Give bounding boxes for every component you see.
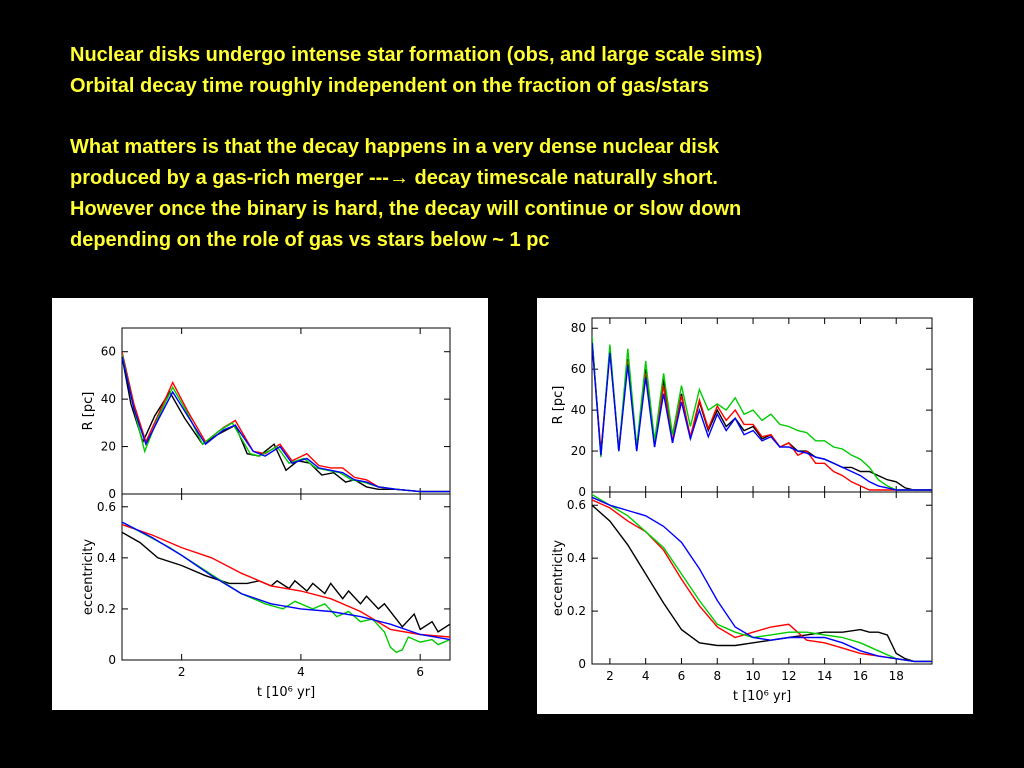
- y-tick-label: 80: [571, 321, 586, 335]
- conclusion-text: What matters is that the decay happens i…: [70, 132, 741, 256]
- y-tick-label: 0.6: [97, 500, 116, 514]
- x-tick-label: 8: [713, 669, 721, 683]
- y-tick-label: 0: [578, 485, 586, 499]
- y-tick-label: 0.4: [97, 551, 116, 565]
- x-tick-label: 18: [889, 669, 904, 683]
- x-tick-label: 2: [178, 665, 186, 679]
- y-axis-label: eccentricity: [81, 539, 96, 615]
- y-tick-label: 0.2: [567, 604, 586, 618]
- y-axis-label: R [pc]: [81, 392, 96, 431]
- x-tick-label: 4: [642, 669, 650, 683]
- x-tick-label: 2: [606, 669, 614, 683]
- plot-right-svg: 0 20 40 60 80 R [pc] 0 0.2 0.4 0.6 2 4 6 8 10 12 14 16 18 t…: [551, 317, 933, 704]
- plot-panel-1: 0 0.2 0.4 0.6 2 4 6 8 10 12 14 16 18 t [10⁶ yr] eccent…: [551, 491, 933, 704]
- x-axis-label: t [10⁶ yr]: [257, 685, 315, 700]
- series-line-3: [592, 342, 932, 491]
- figure-left: 0 20 40 60 R [pc] 0 0.2 0.4 0.6 2 4 6 t [10⁶ yr] ecce…: [52, 298, 488, 710]
- x-tick-label: 14: [817, 669, 832, 683]
- plot-left-svg: 0 20 40 60 R [pc] 0 0.2 0.4 0.6 2 4 6 t [10⁶ yr] ecce…: [81, 327, 451, 700]
- series-line-0: [592, 338, 932, 491]
- plot-panel-1: 0 0.2 0.4 0.6 2 4 6 t [10⁶ yr] eccentricity: [81, 493, 451, 700]
- y-tick-label: 20: [101, 440, 116, 454]
- y-axis-label: R [pc]: [551, 386, 566, 425]
- plot-frame: [591, 491, 933, 665]
- series-line-1: [122, 351, 450, 493]
- y-tick-label: 40: [571, 403, 586, 417]
- series-line-3: [122, 521, 450, 641]
- series-line-1: [122, 523, 450, 638]
- y-tick-label: 20: [571, 444, 586, 458]
- x-axis-label: t [10⁶ yr]: [733, 689, 791, 704]
- x-tick-label: 6: [416, 665, 424, 679]
- y-tick-label: 0: [108, 487, 116, 501]
- y-tick-label: 0.4: [567, 551, 586, 565]
- text-line: produced by a gas-rich merger ---→ decay…: [70, 167, 718, 189]
- plot-panel-0: 0 20 40 60 R [pc]: [81, 327, 451, 501]
- text-line: What matters is that the decay happens i…: [70, 136, 720, 158]
- y-axis-label: eccentricity: [551, 540, 566, 616]
- series-line-1: [592, 499, 932, 663]
- x-tick-label: 6: [678, 669, 686, 683]
- y-tick-label: 60: [571, 362, 586, 376]
- y-tick-label: 0: [108, 653, 116, 667]
- figure-right: 0 20 40 60 80 R [pc] 0 0.2 0.4 0.6 2 4 6 8 10 12 14 16 18 t…: [537, 298, 973, 714]
- series-line-2: [592, 493, 932, 663]
- plot-frame: [121, 493, 451, 661]
- text-line: depending on the role of gas vs stars be…: [70, 229, 550, 251]
- x-tick-label: 16: [853, 669, 868, 683]
- y-tick-label: 0.6: [567, 498, 586, 512]
- y-tick-label: 0.2: [97, 602, 116, 616]
- text-line: However once the binary is hard, the dec…: [70, 198, 742, 220]
- y-tick-label: 60: [101, 345, 116, 359]
- series-line-0: [122, 356, 450, 493]
- x-tick-label: 10: [745, 669, 760, 683]
- y-tick-label: 0: [578, 657, 586, 671]
- text-line: Orbital decay time roughly independent o…: [70, 75, 709, 97]
- series-line-3: [122, 356, 450, 493]
- series-line-1: [592, 340, 932, 491]
- x-tick-label: 12: [781, 669, 796, 683]
- y-tick-label: 40: [101, 392, 116, 406]
- series-line-3: [592, 496, 932, 663]
- x-tick-label: 4: [297, 665, 305, 679]
- text-line: Nuclear disks undergo intense star forma…: [70, 44, 763, 66]
- plot-panel-0: 0 20 40 60 80 R [pc]: [551, 317, 933, 499]
- series-line-2: [592, 336, 932, 491]
- series-line-2: [122, 353, 450, 493]
- series-line-0: [122, 531, 450, 633]
- intro-text: Nuclear disks undergo intense star forma…: [70, 40, 762, 102]
